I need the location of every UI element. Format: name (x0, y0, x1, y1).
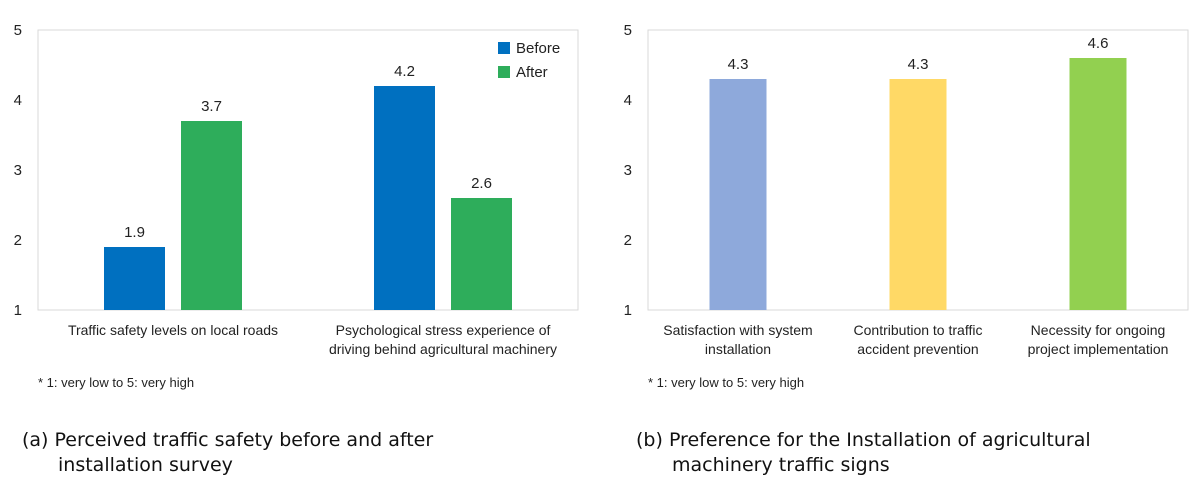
chart-a-bar (374, 86, 435, 310)
bar-chart-b: 1 2 3 4 5 4.3 Satisfaction with system installa… (624, 22, 1189, 357)
chart-b-data-label: 4.3 (908, 56, 929, 73)
caption-a-line2: installation survey (58, 454, 233, 476)
chart-a-legend-label: After (516, 64, 548, 81)
chart-a-y-tick-label: 5 (14, 22, 22, 39)
chart-a-legend-swatch (498, 66, 510, 78)
chart-b-category-label: Satisfaction with system (663, 322, 812, 338)
chart-a-data-label: 1.9 (124, 224, 145, 241)
caption-a-line1: Perceived traffic safety before and afte… (54, 429, 434, 451)
chart-b-y-tick-label: 2 (624, 232, 632, 249)
chart-b-bar (709, 79, 767, 310)
chart-a-bar (181, 121, 242, 310)
chart-a-bar (451, 198, 512, 310)
chart-b-category-label: Contribution to traffic (854, 322, 983, 338)
chart-panel-a: 1 2 3 4 5 1.9 3.7 Traffic safety levels on loca… (14, 22, 579, 478)
chart-b-category-label: project implementation (1028, 341, 1169, 357)
chart-b-y-tick-label: 4 (624, 92, 632, 109)
chart-b-category-label: accident prevention (857, 341, 978, 357)
chart-b-category-label: installation (705, 341, 771, 357)
chart-a-data-label: 2.6 (471, 175, 492, 192)
chart-b-y-tick-label: 5 (624, 22, 632, 39)
chart-panel-b: 1 2 3 4 5 4.3 Satisfaction with system installa… (600, 0, 1199, 502)
caption-b-line2: machinery traffic signs (672, 454, 890, 476)
caption-b-line1: Preference for the Installation of agric… (668, 429, 1091, 451)
chart-b-y-tick-label: 3 (624, 162, 632, 179)
chart-a-data-label: 3.7 (201, 98, 222, 115)
scale-note-a: * 1: very low to 5: very high (38, 375, 195, 390)
caption-a: (a) Perceived traffic safety before and … (22, 428, 433, 478)
caption-b-tag: (b) (636, 429, 663, 451)
chart-a-legend-swatch (498, 42, 510, 54)
chart-a-y-tick-label: 4 (14, 92, 22, 109)
chart-a-y-tick-label: 2 (14, 232, 22, 249)
chart-a-legend-label: Before (516, 40, 560, 57)
chart-a-y-tick-label: 3 (14, 162, 22, 179)
chart-a-bar (104, 247, 165, 310)
chart-b-category-label: Necessity for ongoing (1031, 322, 1166, 338)
chart-a-y-tick-label: 1 (14, 302, 22, 319)
chart-a-category-label: driving behind agricultural machinery (329, 341, 557, 357)
chart-a-category-label: Psychological stress experience of (336, 322, 551, 338)
chart-b-data-label: 4.3 (728, 56, 749, 73)
chart-b-data-label: 4.6 (1088, 35, 1109, 52)
chart-b-y-tick-label: 1 (624, 302, 632, 319)
chart-b-bar (1069, 58, 1127, 310)
chart-a-plot-frame (37, 29, 579, 311)
chart-a-data-label: 4.2 (394, 63, 415, 80)
bar-chart-a: 1 2 3 4 5 1.9 3.7 Traffic safety levels on loca… (14, 22, 579, 357)
chart-a-category-label: Traffic safety levels on local roads (68, 322, 278, 338)
caption-a-tag: (a) (22, 429, 49, 451)
chart-b-bar (889, 79, 947, 310)
caption-b: (b) Preference for the Installation of a… (636, 428, 1091, 478)
scale-note-b: * 1: very low to 5: very high (648, 375, 805, 390)
